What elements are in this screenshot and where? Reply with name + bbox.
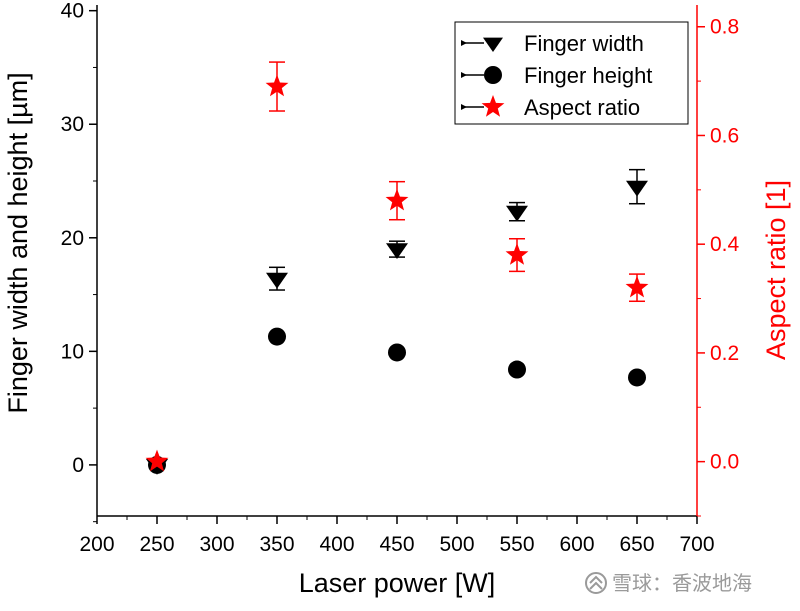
legend-arrow-icon — [461, 72, 467, 78]
aspect-ratio-point — [145, 449, 169, 472]
x-tick-label: 450 — [379, 533, 414, 556]
right-y-tick-label: 0.2 — [710, 342, 739, 365]
finger-height-point — [628, 368, 646, 387]
left-y-tick-label: 0 — [72, 454, 84, 477]
aspect-ratio-point — [505, 243, 529, 265]
finger-width-point — [506, 205, 528, 222]
finger-height-point — [268, 327, 286, 346]
aspect-ratio-point — [385, 188, 409, 211]
left-y-tick-label: 20 — [61, 227, 84, 250]
snowball-logo-icon — [585, 572, 607, 594]
x-tick-label: 400 — [319, 533, 354, 556]
finger-width-point — [386, 243, 408, 260]
x-tick-label: 600 — [559, 533, 594, 556]
legend-marker-circle — [484, 66, 502, 84]
legend-arrow-icon — [461, 104, 467, 110]
left-y-tick-label: 10 — [61, 340, 84, 363]
right-y-tick-label: 0.4 — [710, 233, 740, 256]
finger-width-point — [626, 180, 648, 197]
right-y-tick-label: 0.6 — [710, 124, 739, 147]
x-tick-label: 250 — [139, 533, 174, 556]
left-y-tick-label: 40 — [61, 0, 84, 23]
finger-height-point — [508, 360, 526, 379]
aspect-ratio-point — [265, 74, 289, 97]
right-y-axis-title: Aspect ratio [1] — [761, 180, 791, 360]
left-y-tick-label: 30 — [61, 113, 84, 136]
legend: Finger width Finger height Aspect ratio — [454, 21, 689, 125]
left-y-axis-title: Finger width and height [µm] — [3, 72, 33, 413]
x-axis-title: Laser power [W] — [299, 568, 496, 598]
watermark-text: 雪球：香波地海 — [612, 572, 752, 595]
aspect-ratio-point — [625, 275, 649, 298]
right-y-tick-label: 0.8 — [710, 16, 739, 39]
finger-height-point — [388, 343, 406, 362]
x-tick-label: 700 — [679, 533, 714, 556]
legend-marker-triangle — [483, 37, 503, 52]
finger-width-point — [266, 272, 288, 289]
x-tick-label: 350 — [259, 533, 294, 556]
x-tick-label: 300 — [199, 533, 234, 556]
legend-label: Aspect ratio — [524, 95, 640, 120]
x-tick-label: 550 — [499, 533, 534, 556]
legend-arrow-icon — [461, 40, 467, 46]
legend-label: Finger height — [524, 63, 652, 88]
legend-marker-star — [481, 95, 505, 117]
watermark: 雪球：香波地海 — [585, 572, 752, 595]
legend-label: Finger width — [524, 31, 644, 56]
x-tick-label: 200 — [79, 533, 114, 556]
right-y-tick-label: 0.0 — [710, 451, 739, 474]
x-tick-label: 650 — [619, 533, 654, 556]
x-tick-label: 500 — [439, 533, 474, 556]
